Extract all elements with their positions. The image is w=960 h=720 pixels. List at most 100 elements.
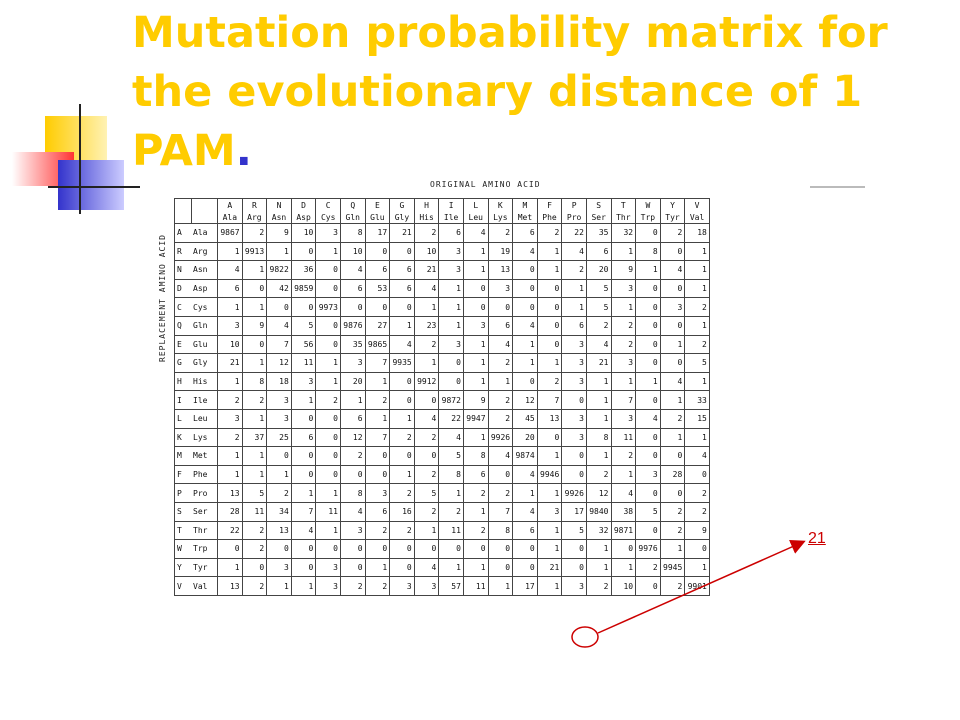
matrix-cell: 0 — [339, 557, 366, 578]
matrix-cell: 6 — [364, 260, 391, 280]
deco-blue-block — [58, 160, 124, 210]
column-letter-met: M — [512, 198, 538, 211]
column-letter-arg: R — [241, 198, 268, 211]
matrix-cell: 3 — [659, 297, 686, 317]
table-row: A Ala 9867 2 9 10 3 8 17 21 2 6 4 2 6 2 22 35 32 0 2 18 — [174, 223, 710, 243]
matrix-cell: 1 — [217, 464, 243, 485]
matrix-cell: 0 — [536, 334, 563, 355]
matrix-cell: 0 — [389, 539, 415, 559]
matrix-cell: 0 — [364, 446, 391, 466]
matrix-cell: 2 — [635, 557, 661, 578]
matrix-cell: 21 — [389, 223, 415, 243]
matrix-cell: 3 — [438, 260, 464, 280]
matrix-cell: 3 — [635, 464, 661, 485]
matrix-cell: 1 — [659, 390, 686, 410]
matrix-cell: 15 — [684, 408, 710, 429]
matrix-cell: 0 — [315, 539, 341, 559]
matrix-cell: 11 — [438, 520, 464, 541]
matrix-cell: 2 — [487, 223, 514, 243]
row-abbr: Phe — [191, 464, 218, 485]
matrix-cell: 5 — [438, 446, 464, 466]
matrix-cell: 0 — [462, 278, 489, 299]
matrix-cell: 6 — [389, 260, 415, 280]
matrix-cell: 5 — [241, 483, 268, 503]
matrix-cell: 3 — [561, 353, 587, 373]
matrix-cell: 1 — [536, 539, 563, 559]
matrix-cell: 3 — [487, 278, 514, 299]
column-abbr-gly: Gly — [389, 211, 415, 224]
matrix-cell: 7 — [364, 427, 391, 448]
matrix-cell: 1 — [315, 371, 341, 392]
matrix-cell: 13 — [217, 576, 243, 596]
matrix-cell: 0 — [512, 278, 538, 299]
matrix-cell: 2 — [364, 390, 391, 410]
row-abbr: Met — [191, 446, 218, 466]
matrix-cell: 1 — [217, 557, 243, 578]
matrix-cell: 1 — [462, 557, 489, 578]
matrix-cell: 0 — [389, 371, 415, 392]
matrix-cell: 5 — [585, 278, 612, 299]
matrix-cell: 0 — [389, 557, 415, 578]
matrix-cell: 6 — [585, 241, 612, 262]
matrix-cell: 11 — [315, 501, 341, 522]
original-amino-acid-caption: ORIGINAL AMINO ACID — [430, 180, 541, 189]
matrix-cell: 1 — [536, 520, 563, 541]
matrix-cell: 1 — [684, 371, 710, 392]
row-letter: F — [174, 464, 191, 485]
scan-edge-line — [810, 186, 865, 188]
matrix-cell: 42 — [266, 278, 292, 299]
matrix-cell: 1 — [241, 297, 268, 317]
matrix-cell: 10 — [413, 241, 440, 262]
matrix-cell: 9 — [266, 223, 292, 243]
matrix-cell: 2 — [462, 483, 489, 503]
matrix-cell: 4 — [266, 315, 292, 336]
matrix-cell: 9874 — [512, 446, 538, 466]
matrix-cell: 0 — [512, 557, 538, 578]
matrix-cell: 9872 — [438, 390, 464, 410]
row-letter: Q — [174, 315, 191, 336]
matrix-cell: 2 — [536, 371, 563, 392]
matrix-cell: 2 — [487, 390, 514, 410]
matrix-cell: 4 — [512, 464, 538, 485]
table-row: K Lys 2 37 25 6 0 12 7 2 2 4 1 9926 20 0 3 8 11 0 1 1 — [174, 427, 710, 448]
row-letter: M — [174, 446, 191, 466]
matrix-cell: 6 — [389, 278, 415, 299]
matrix-cell: 0 — [290, 446, 317, 466]
row-abbr: Trp — [191, 539, 218, 559]
matrix-cell: 32 — [585, 520, 612, 541]
matrix-cell: 8 — [585, 427, 612, 448]
matrix-cell: 0 — [635, 576, 661, 596]
matrix-cell: 0 — [462, 539, 489, 559]
matrix-cell: 6 — [339, 278, 366, 299]
matrix-cell: 1 — [512, 353, 538, 373]
matrix-cell: 1 — [266, 241, 292, 262]
matrix-cell: 0 — [364, 297, 391, 317]
matrix-cell: 8 — [438, 464, 464, 485]
matrix-cell: 21 — [536, 557, 563, 578]
matrix-cell: 3 — [217, 408, 243, 429]
matrix-cell: 1 — [315, 520, 341, 541]
matrix-cell: 0 — [290, 297, 317, 317]
matrix-cell: 17 — [561, 501, 587, 522]
matrix-cell: 0 — [635, 223, 661, 243]
matrix-cell: 0 — [635, 353, 661, 373]
matrix-cell: 12 — [266, 353, 292, 373]
slide-title: Mutation probability matrix for the evol… — [132, 4, 932, 181]
matrix-cell: 0 — [561, 464, 587, 485]
matrix-cell: 3 — [610, 278, 637, 299]
matrix-cell: 4 — [217, 260, 243, 280]
matrix-cell: 1 — [217, 446, 243, 466]
matrix-cell: 1 — [585, 408, 612, 429]
matrix-cell: 9926 — [561, 483, 587, 503]
matrix-cell: 1 — [561, 278, 587, 299]
matrix-cell: 3 — [438, 241, 464, 262]
matrix-cell: 3 — [610, 408, 637, 429]
matrix-cell: 0 — [635, 427, 661, 448]
matrix-cell: 0 — [389, 297, 415, 317]
table-row: F Phe 1 1 1 0 0 0 0 1 2 8 6 0 4 9946 0 2 1 3 28 0 — [174, 464, 710, 485]
matrix-cell: 2 — [315, 390, 341, 410]
column-abbr-val: Val — [684, 211, 710, 224]
matrix-cell: 4 — [413, 557, 440, 578]
matrix-cell: 10 — [610, 576, 637, 596]
matrix-cell: 3 — [315, 223, 341, 243]
